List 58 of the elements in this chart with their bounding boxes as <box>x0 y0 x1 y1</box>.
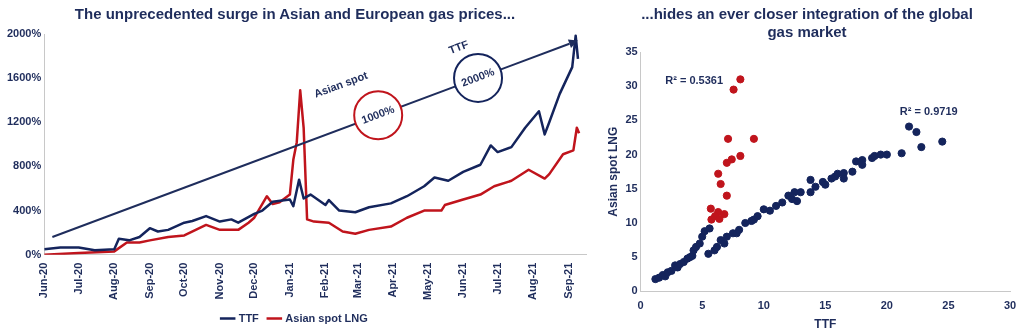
y-tick-label: 800% <box>13 159 42 172</box>
annotation: R² = 0.9719 <box>899 104 958 117</box>
x-tick-label: 5 <box>699 299 706 312</box>
x-tick-label: Sep-20 <box>142 262 155 299</box>
chart-title: ...hides an ever closer integration of the global gas market <box>641 5 973 41</box>
x-tick-label: Aug-20 <box>107 262 120 300</box>
x-axis-title: TTF <box>814 317 837 332</box>
point <box>729 85 738 94</box>
point <box>720 210 729 219</box>
chart-title: The unprecedented surge in Asian and European gas prices... <box>74 5 516 23</box>
y-tick-label: 1600% <box>6 71 42 84</box>
y-tick-label: 2000% <box>6 27 42 40</box>
y-tick-label: 20 <box>625 147 638 160</box>
annotation: TTF <box>446 37 471 57</box>
y-tick-label: 15 <box>625 181 638 194</box>
x-tick-label: Jan-21 <box>282 262 295 298</box>
point <box>736 151 745 161</box>
x-tick-label: Dec-20 <box>247 262 260 299</box>
y-tick-label: 35 <box>625 45 638 58</box>
point <box>715 214 724 223</box>
annotation: R² = 0.5361 <box>665 73 724 86</box>
y-tick-label: 5 <box>631 250 638 263</box>
point <box>716 179 725 189</box>
x-tick-label: 25 <box>942 299 955 312</box>
y-axis-title: Asian spot LNG <box>605 126 620 217</box>
x-tick-label: 15 <box>819 299 832 312</box>
point <box>722 191 731 200</box>
point <box>749 134 759 143</box>
x-tick-label: 30 <box>1003 299 1017 312</box>
point <box>714 169 723 178</box>
y-tick-label: 0% <box>25 247 42 260</box>
x-tick-label: Aug-21 <box>526 262 539 300</box>
x-tick-label: Jul-20 <box>71 262 84 295</box>
point <box>706 204 715 213</box>
x-tick-label: Jul-21 <box>490 262 503 295</box>
x-tick-label: 20 <box>880 299 893 312</box>
x-tick-label: Nov-20 <box>212 262 225 300</box>
x-tick-label: Apr-21 <box>386 262 399 298</box>
x-tick-label: Jun-20 <box>37 262 50 299</box>
y-tick-label: 10 <box>625 216 638 229</box>
y-tick-label: 25 <box>625 113 638 126</box>
annotation: 1000% <box>359 102 397 126</box>
x-tick-label: Oct-20 <box>177 262 190 297</box>
x-tick-label: Sep-21 <box>561 262 574 299</box>
x-tick-label: 10 <box>757 299 770 312</box>
x-tick-label: Mar-21 <box>350 262 363 299</box>
legend-label: Asian spot LNG <box>285 311 368 324</box>
point <box>722 158 731 167</box>
y-tick-label: 400% <box>13 203 42 216</box>
y-tick-label: 30 <box>625 79 638 92</box>
legend-label: TTF <box>238 311 260 324</box>
annotation: Asian spot <box>312 68 370 100</box>
point <box>736 75 745 84</box>
x-tick-label: Jun-21 <box>456 262 469 299</box>
point <box>723 134 733 143</box>
x-tick-label: May-21 <box>420 262 433 300</box>
x-tick-label: Feb-21 <box>318 262 331 299</box>
y-tick-label: 1200% <box>6 115 42 128</box>
